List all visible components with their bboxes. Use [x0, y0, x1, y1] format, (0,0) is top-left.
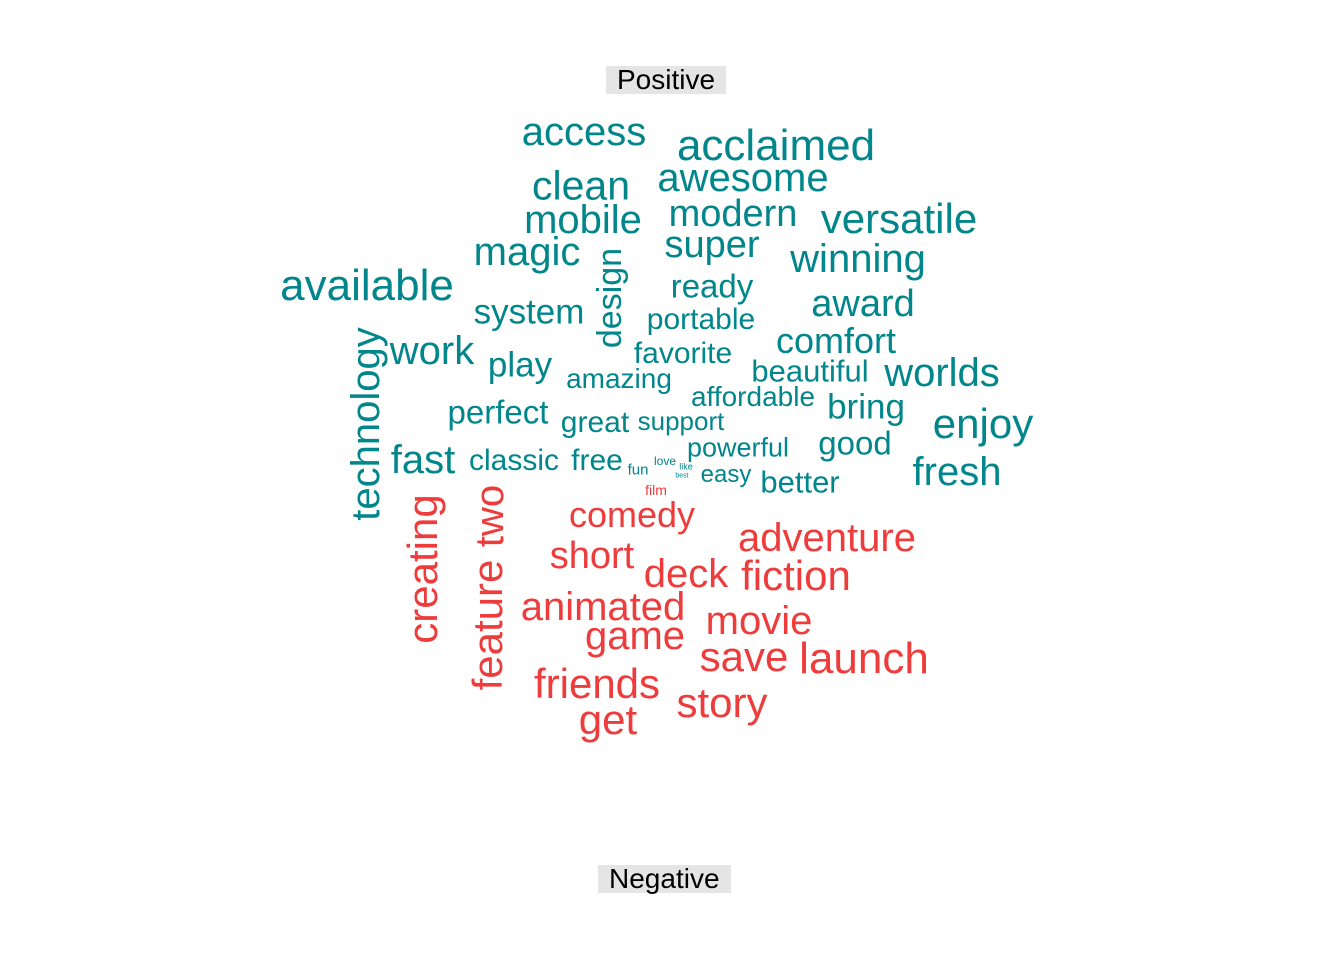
- word-favorite: favorite: [633, 337, 733, 370]
- word-great: great: [560, 406, 630, 439]
- word-ready: ready: [670, 267, 754, 305]
- word-classic: classic: [468, 444, 560, 477]
- word-free: free: [571, 444, 623, 477]
- word-launch: launch: [799, 634, 929, 683]
- word-magic: magic: [473, 230, 581, 274]
- word-like: like: [679, 461, 693, 472]
- word-enjoy: enjoy: [932, 400, 1034, 447]
- word-versatile: versatile: [820, 195, 978, 242]
- word-friends: friends: [533, 660, 661, 707]
- word-save: save: [699, 633, 789, 680]
- word-support: support: [637, 406, 725, 436]
- word-short: short: [549, 535, 635, 577]
- word-powerful: powerful: [686, 432, 790, 463]
- word-amazing: amazing: [566, 363, 672, 394]
- word-better: better: [760, 464, 840, 500]
- word-portable: portable: [646, 303, 756, 336]
- word-movie: movie: [705, 599, 813, 643]
- word-two: two: [468, 484, 512, 548]
- word-design: design: [591, 247, 629, 349]
- word-animated: animated: [520, 585, 686, 629]
- word-clean: clean: [531, 162, 631, 209]
- word-mobile: mobile: [524, 198, 642, 242]
- positive-group-label: Positive: [606, 66, 727, 94]
- word-beautiful: beautiful: [751, 353, 869, 389]
- word-winning: winning: [790, 237, 926, 281]
- word-fiction: fiction: [741, 552, 851, 599]
- word-good: good: [818, 424, 892, 462]
- word-feature: feature: [464, 559, 511, 691]
- word-available: available: [280, 261, 454, 310]
- word-acclaimed: acclaimed: [676, 121, 876, 170]
- word-fast: fast: [390, 438, 456, 482]
- word-comfort: comfort: [775, 320, 897, 361]
- word-easy: easy: [700, 461, 752, 488]
- word-modern: modern: [668, 193, 798, 235]
- word-story: story: [676, 679, 768, 726]
- word-affordable: affordable: [690, 381, 816, 412]
- word-perfect: perfect: [447, 393, 549, 431]
- word-fresh: fresh: [912, 450, 1002, 494]
- word-awesome: awesome: [657, 156, 829, 200]
- word-game: game: [584, 614, 686, 658]
- word-access: access: [521, 110, 647, 154]
- word-best: best: [675, 472, 689, 480]
- word-system: system: [473, 292, 585, 332]
- word-adventure: adventure: [738, 516, 916, 560]
- word-fun: fun: [627, 461, 649, 479]
- word-deck: deck: [643, 552, 729, 596]
- word-play: play: [487, 345, 553, 385]
- negative-group-label: Negative: [598, 865, 731, 893]
- word-love: love: [653, 454, 677, 468]
- word-work: work: [389, 329, 475, 373]
- word-super: super: [664, 224, 760, 266]
- word-award: award: [811, 283, 915, 325]
- word-technology: technology: [344, 327, 388, 521]
- word-film: film: [645, 482, 667, 498]
- word-bring: bring: [827, 387, 905, 427]
- word-creating: creating: [399, 494, 446, 644]
- word-worlds: worlds: [884, 351, 1000, 395]
- word-comedy: comedy: [568, 494, 696, 535]
- word-get: get: [578, 696, 638, 743]
